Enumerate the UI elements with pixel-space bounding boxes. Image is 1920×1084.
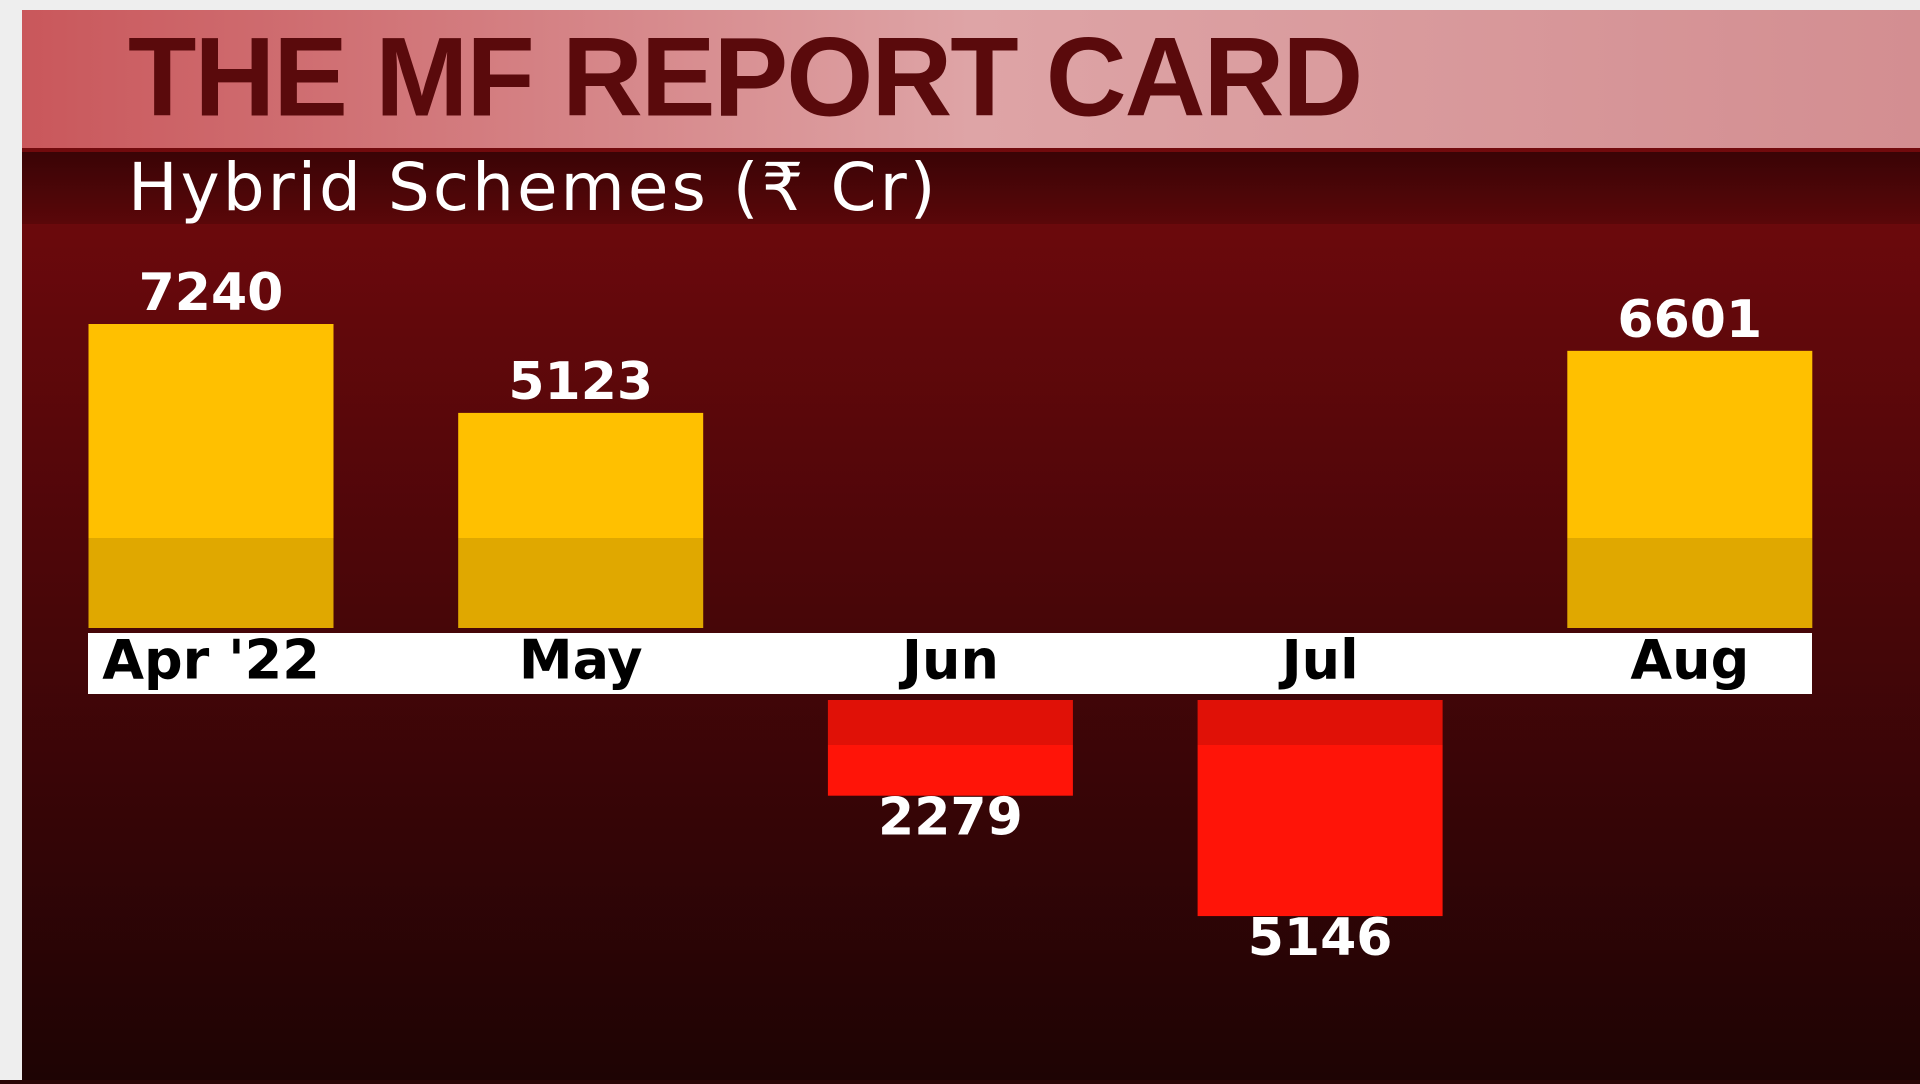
bar-shade [88,538,334,628]
x-tick-label: Aug [1630,629,1749,692]
value-label: 6601 [1617,290,1762,350]
x-tick-label: Jun [898,629,999,692]
category-strip [88,633,1812,694]
value-label: 5123 [508,352,653,412]
x-tick-label: Apr '22 [102,629,320,692]
bar-shade [1197,700,1443,745]
title-band [22,10,1920,148]
bar [88,324,334,628]
bar [458,412,704,628]
x-tick-label: May [519,629,643,692]
bar-shade [458,538,704,628]
chart-title: THE MF REPORT CARD [128,15,1361,140]
value-label: 2279 [878,788,1023,848]
chart-subtitle: Hybrid Schemes (₹ Cr) [128,149,939,226]
subtitle-band [22,152,1920,224]
bar-shade [827,700,1073,745]
value-label: 7240 [139,263,284,323]
bar [827,700,1073,796]
bar [1567,350,1813,628]
x-tick-label: Jul [1278,629,1359,692]
value-label: 5146 [1248,908,1393,968]
bar [1197,700,1443,917]
bar-shade [1567,538,1813,628]
